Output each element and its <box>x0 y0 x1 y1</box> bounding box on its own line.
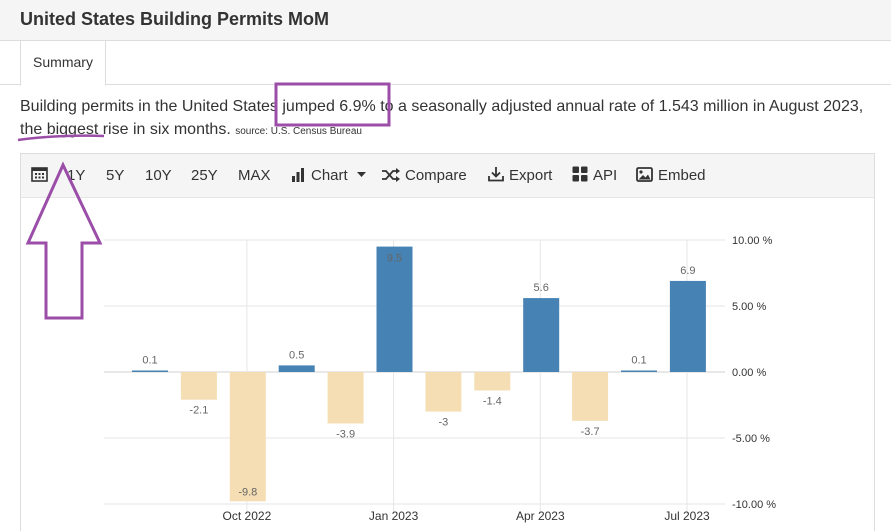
bar-value-label: 9.5 <box>387 253 402 265</box>
range-max-button[interactable]: MAX <box>238 167 271 184</box>
x-tick-label: Oct 2022 <box>223 509 272 523</box>
api-label: API <box>593 167 618 184</box>
bar-value-label: 6.9 <box>680 265 695 277</box>
image-icon <box>636 167 653 182</box>
caret-down-icon <box>356 172 366 177</box>
bar-value-label: -2.1 <box>189 405 208 417</box>
compare-button[interactable]: Compare <box>382 166 467 186</box>
tab-summary[interactable]: Summary <box>20 41 106 86</box>
bar-value-label: 5.6 <box>534 282 549 294</box>
bar-value-label: -3 <box>439 417 449 429</box>
embed-label: Embed <box>658 167 706 184</box>
page-title: United States Building Permits MoM <box>20 9 330 29</box>
bar[interactable] <box>376 246 413 372</box>
bar[interactable] <box>229 372 266 502</box>
chart-panel: 1Y 5Y 10Y 25Y MAX Chart Compare Export <box>20 153 875 531</box>
y-tick-label: 5.00 % <box>732 301 766 313</box>
tab-bar: Summary <box>0 41 891 86</box>
y-tick-label: 10.00 % <box>732 235 773 247</box>
chart-type-label: Chart <box>311 167 348 184</box>
export-label: Export <box>509 167 553 184</box>
title-bar: United States Building Permits MoM <box>0 0 891 41</box>
bar-value-label: 0.1 <box>142 355 157 367</box>
bar[interactable] <box>425 372 462 412</box>
export-button[interactable]: Export <box>488 166 552 186</box>
bar[interactable] <box>621 370 657 373</box>
range-5y-button[interactable]: 5Y <box>106 167 125 184</box>
range-25y-button[interactable]: 25Y <box>191 167 218 184</box>
chart-value-labels: 0.1 -2.1 -9.8 0.5 -3.9 9.5 -3 -1.4 5.6 -3.7 0.1 6.9 <box>142 253 695 499</box>
bar[interactable] <box>278 365 315 372</box>
bar-value-label: 0.1 <box>631 355 646 367</box>
chart-axis-labels: 10.00 % 5.00 % 0.00 % -5.00 % -10.00 % Oct 20… <box>223 235 777 523</box>
bar[interactable] <box>669 280 706 372</box>
bar[interactable] <box>474 372 511 391</box>
x-tick-label: Apr 2023 <box>516 509 565 523</box>
bar[interactable] <box>132 370 168 373</box>
embed-button[interactable]: Embed <box>636 166 706 186</box>
source-label[interactable]: source: U.S. Census Bureau <box>235 126 362 137</box>
bar[interactable] <box>523 298 560 372</box>
compare-label: Compare <box>405 167 467 184</box>
bar[interactable] <box>180 372 217 400</box>
y-tick-label: -10.00 % <box>732 499 776 511</box>
bar[interactable] <box>327 372 364 424</box>
y-tick-label: -5.00 % <box>732 433 770 445</box>
bar-value-label: -1.4 <box>483 395 502 407</box>
bar[interactable] <box>572 372 609 421</box>
bar-value-label: -3.7 <box>581 426 600 438</box>
api-button[interactable]: API <box>572 166 617 186</box>
bar-chart-icon <box>292 168 304 182</box>
description-text: Building permits in the United States ju… <box>20 98 864 138</box>
x-tick-label: Jan 2023 <box>369 509 419 523</box>
description: Building permits in the United States ju… <box>20 95 880 143</box>
chart-type-button[interactable]: Chart <box>291 166 366 186</box>
x-tick-label: Jul 2023 <box>664 509 710 523</box>
y-tick-label: 0.00 % <box>732 367 766 379</box>
bar-value-label: -9.8 <box>238 486 257 498</box>
shuffle-icon <box>382 168 400 182</box>
bar-value-label: -3.9 <box>336 428 355 440</box>
chart-bars <box>132 246 706 502</box>
range-10y-button[interactable]: 10Y <box>145 167 172 184</box>
grid-icon <box>572 166 588 182</box>
bar-value-label: 0.5 <box>289 349 304 361</box>
download-icon <box>488 167 504 182</box>
